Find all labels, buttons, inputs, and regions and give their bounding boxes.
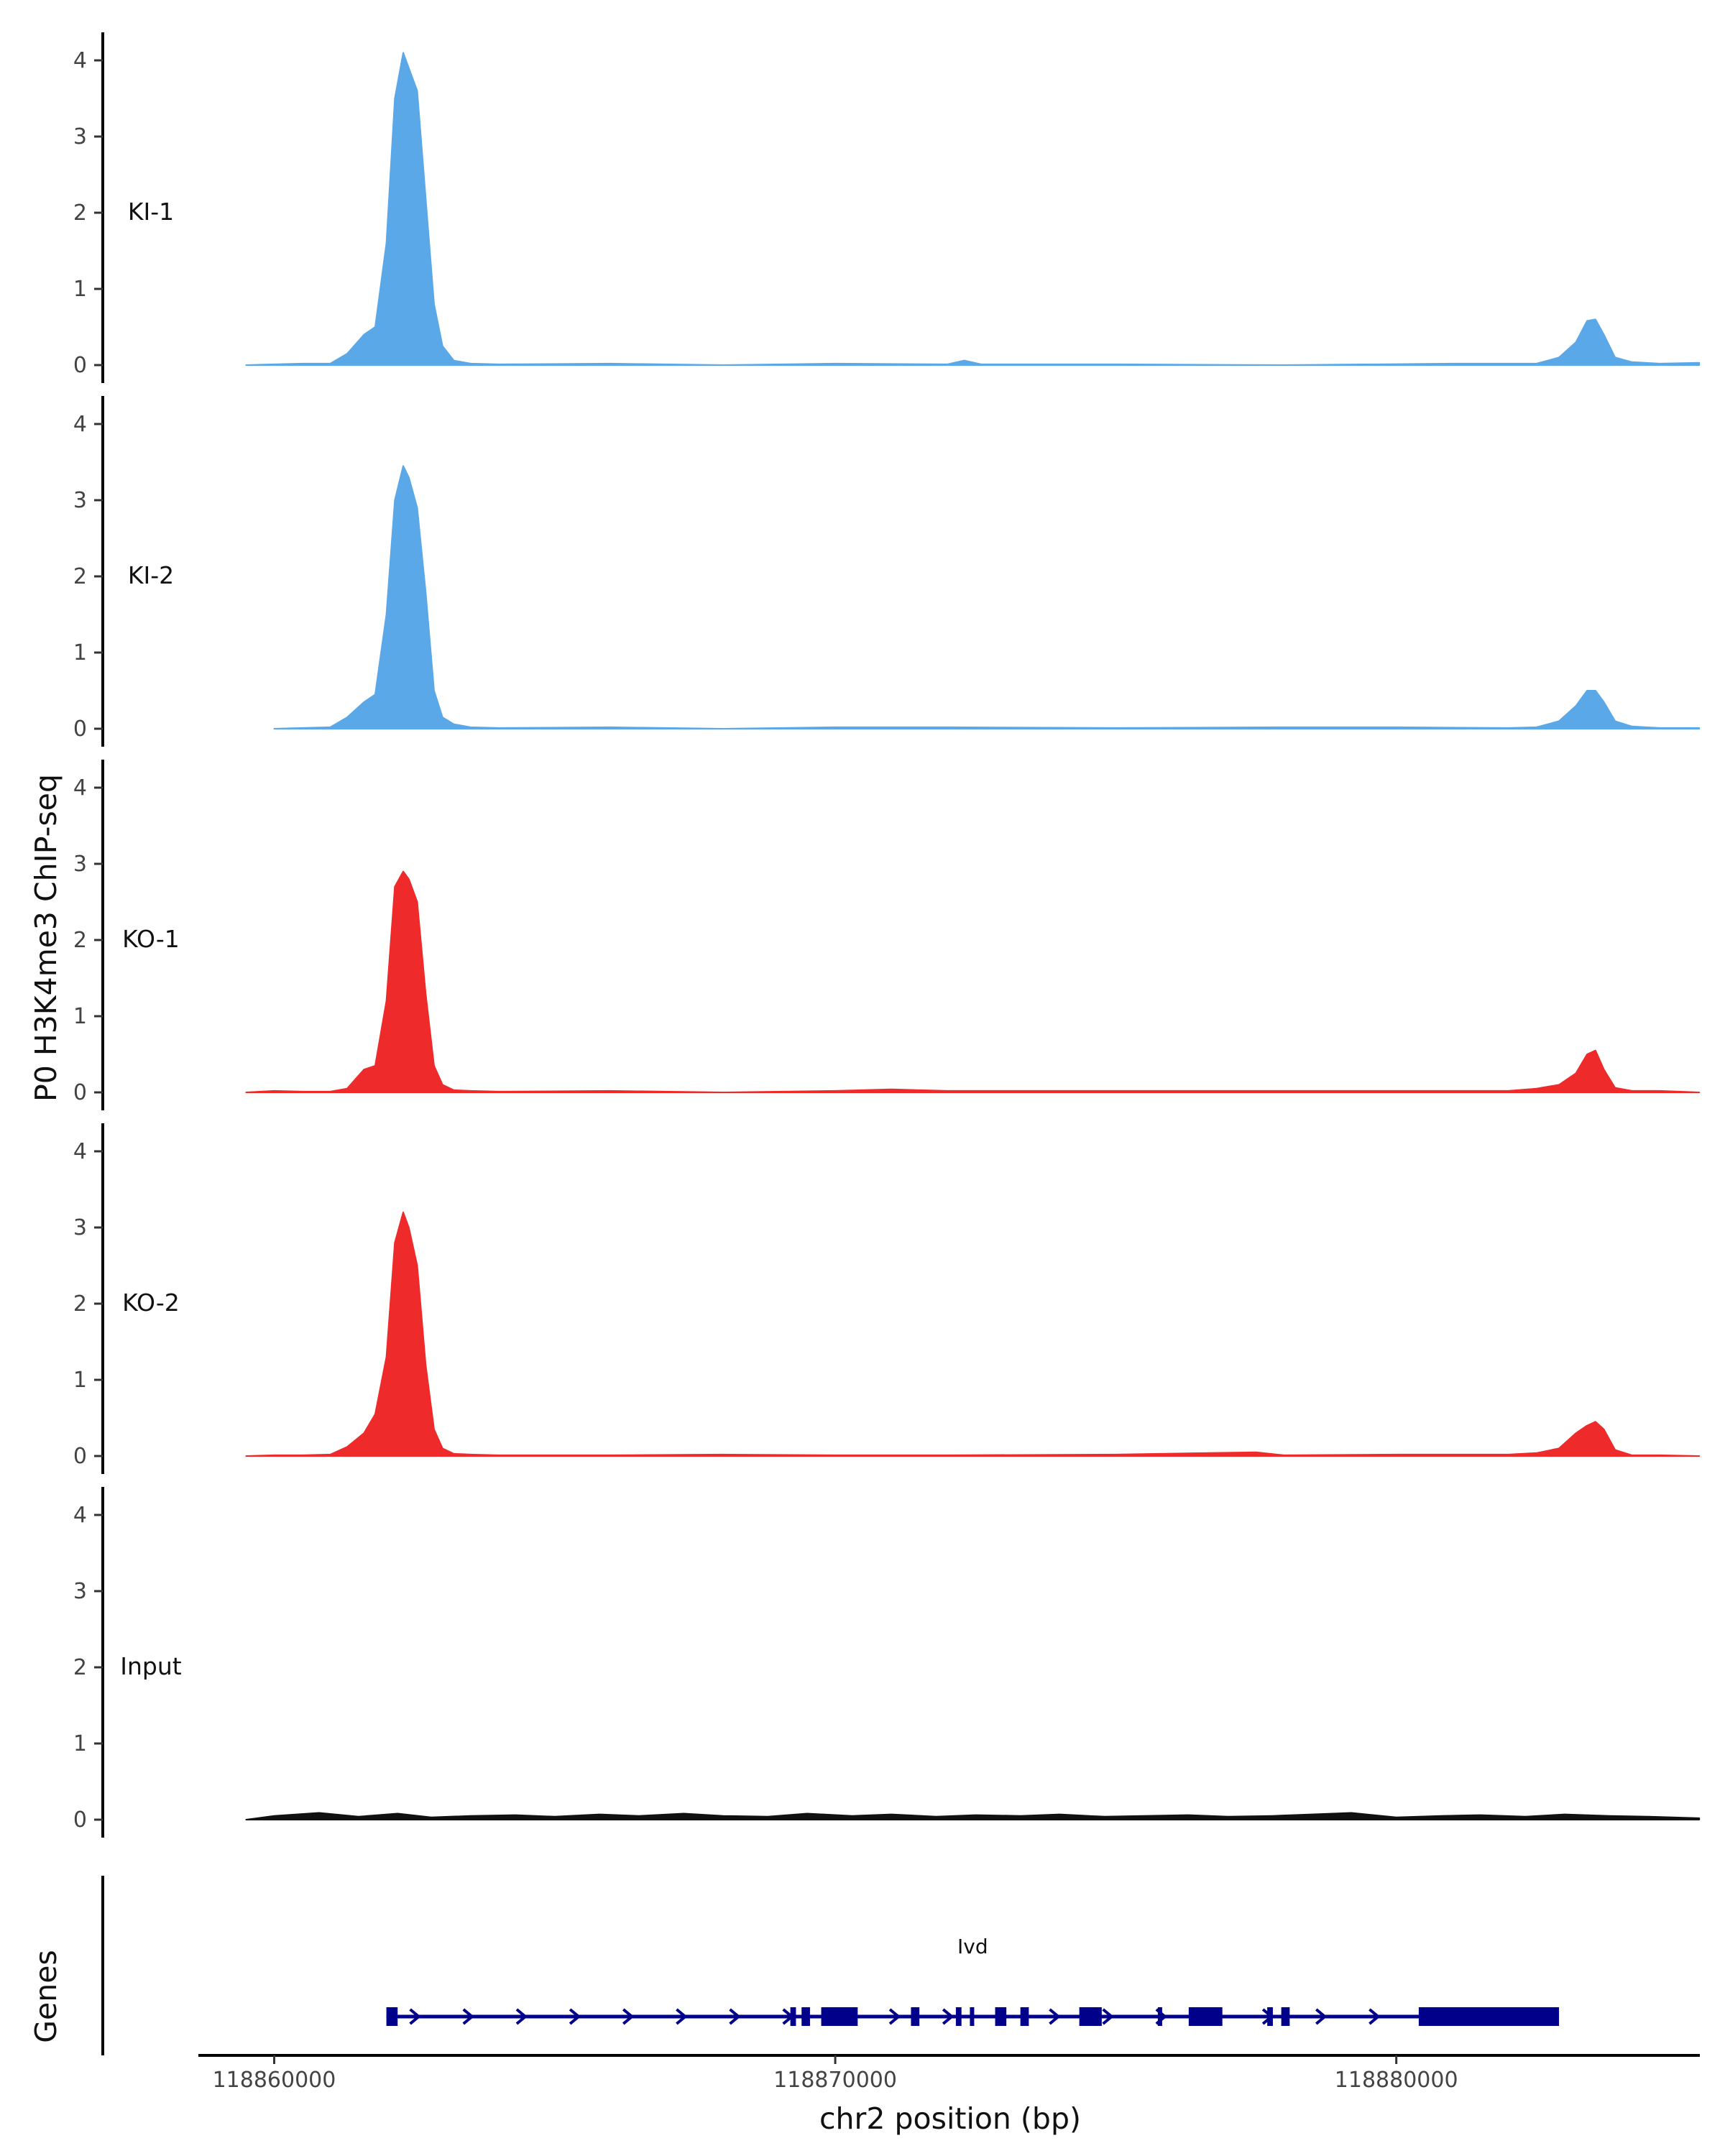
gene-exon [1020,2007,1029,2026]
strand-arrow-icon [729,2008,741,2025]
signal-area [245,1211,1701,1457]
strand-arrow-icon [1315,2008,1328,2025]
strand-arrow-icon [1368,2008,1381,2025]
y-tick-label: 3 [73,852,87,877]
signal-area [245,1812,1701,1820]
y-tick-label: 3 [73,1215,87,1240]
track-ki-1: 0 1 2 3 4 KI-1 [73,32,1701,383]
strand-arrow-icon [569,2008,581,2025]
gene-exon [970,2007,975,2026]
track-ko-1: 0 1 2 3 4 KO-1 [73,760,1701,1110]
gene-exon [1418,2007,1560,2026]
genes-panel: Ivd [101,1876,1560,2055]
y-tick-label: 0 [73,717,87,742]
y-tick-label: 1 [73,640,87,665]
gene-exon [1079,2007,1102,2026]
gene-exon [1267,2007,1273,2026]
x-tick-label: 118870000 [773,2068,897,2093]
gene-exon [955,2007,962,2026]
track-ki-2: 0 1 2 3 4 KI-2 [73,396,1701,747]
track-label: KI-2 [128,561,174,589]
y-tick-label: 3 [73,1579,87,1604]
gene-exon [790,2007,796,2026]
y-tick-label: 0 [73,1807,87,1833]
gene-exon [821,2007,858,2026]
y-tick-label: 0 [73,1444,87,1469]
gene-exon [1157,2007,1162,2026]
strand-arrow-icon [888,2008,901,2025]
y-tick-label: 3 [73,124,87,149]
gene-exon [995,2007,1007,2026]
y-tick-label: 3 [73,488,87,513]
signal-area [273,465,1701,729]
gene-name-label: Ivd [957,1935,988,1958]
y-tick-label: 4 [73,1503,87,1528]
track-ko-2: 0 1 2 3 4 KO-2 [73,1123,1701,1474]
y-tick-label: 2 [73,1655,87,1680]
y-tick-label: 2 [73,564,87,589]
gene-exon [386,2007,398,2026]
strand-arrow-icon [676,2008,688,2025]
y-tick-label: 4 [73,775,87,801]
track-label: Input [120,1652,182,1680]
genes-axis-title: Genes [29,1950,63,2043]
x-tick-label: 118860000 [213,2068,336,2093]
x-axis-title: chr2 position (bp) [819,2101,1081,2136]
y-tick-label: 2 [73,201,87,226]
strand-arrow-icon [515,2008,528,2025]
y-tick-label: 2 [73,1291,87,1317]
y-tick-label: 0 [73,353,87,378]
strand-arrow-icon [622,2008,635,2025]
track-label: KO-2 [122,1289,180,1317]
track-panels: 0 1 2 3 4 KI-1 0 1 2 3 4 KI-2 0 1 2 3 4 KO-1 0 1 2 3 4 KO-2 0 1 2 3… [73,32,1701,1838]
strand-arrow-icon [409,2008,421,2025]
track-input: 0 1 2 3 4 Input [73,1487,1701,1838]
y-tick-label: 1 [73,1004,87,1029]
x-tick-label: 118880000 [1335,2068,1458,2093]
y-tick-label: 0 [73,1080,87,1105]
gene-exon [801,2007,810,2026]
gene-exon [911,2007,920,2026]
y-tick-label: 1 [73,1368,87,1393]
strand-arrow-icon [1102,2008,1114,2025]
y-tick-label: 4 [73,1139,87,1164]
y-tick-label: 2 [73,928,87,953]
y-tick-label: 4 [73,48,87,73]
gene-exon [1281,2007,1290,2026]
y-tick-label: 1 [73,1731,87,1756]
y-tick-label: 4 [73,412,87,437]
x-axis: 118860000 118870000 118880000 [198,2054,1700,2093]
signal-area [245,870,1701,1093]
strand-arrow-icon [1049,2008,1061,2025]
track-label: KI-1 [128,198,174,226]
gene-exon [1188,2007,1223,2026]
strand-arrow-icon [942,2008,954,2025]
track-label: KO-1 [122,925,180,953]
y-tick-label: 1 [73,277,87,302]
signal-area [245,52,1701,366]
y-axis-title: P0 H3K4me3 ChIP-seq [29,774,63,1102]
strand-arrow-icon [462,2008,474,2025]
gene-ivd: Ivd [386,1935,1560,2026]
